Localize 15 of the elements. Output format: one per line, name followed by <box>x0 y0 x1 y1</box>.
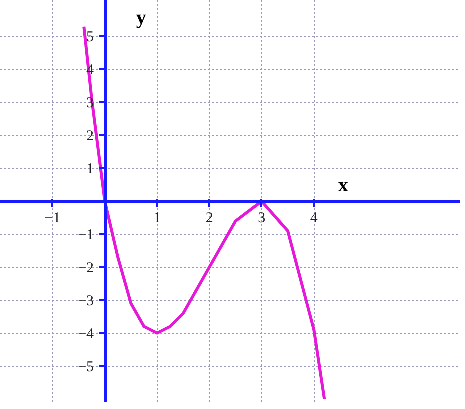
x-tick-label: 2 <box>206 210 214 226</box>
x-tick-label: 3 <box>258 210 266 226</box>
x-tick-label: −1 <box>44 210 61 226</box>
y-tick-label: −2 <box>78 260 94 276</box>
y-tick-label: 5 <box>86 30 94 46</box>
y-tick-label: 1 <box>86 162 94 178</box>
x-axis-title: x <box>338 174 348 197</box>
y-tick-label: −1 <box>78 227 94 244</box>
x-tick-label: 1 <box>154 210 162 226</box>
y-tick-label: −5 <box>78 359 94 376</box>
y-tick-label: −4 <box>78 326 95 342</box>
y-axis-title: y <box>136 7 146 30</box>
y-tick-label: 2 <box>86 128 94 145</box>
x-tick-label: 4 <box>310 210 318 226</box>
y-tick-label: −3 <box>78 293 94 310</box>
